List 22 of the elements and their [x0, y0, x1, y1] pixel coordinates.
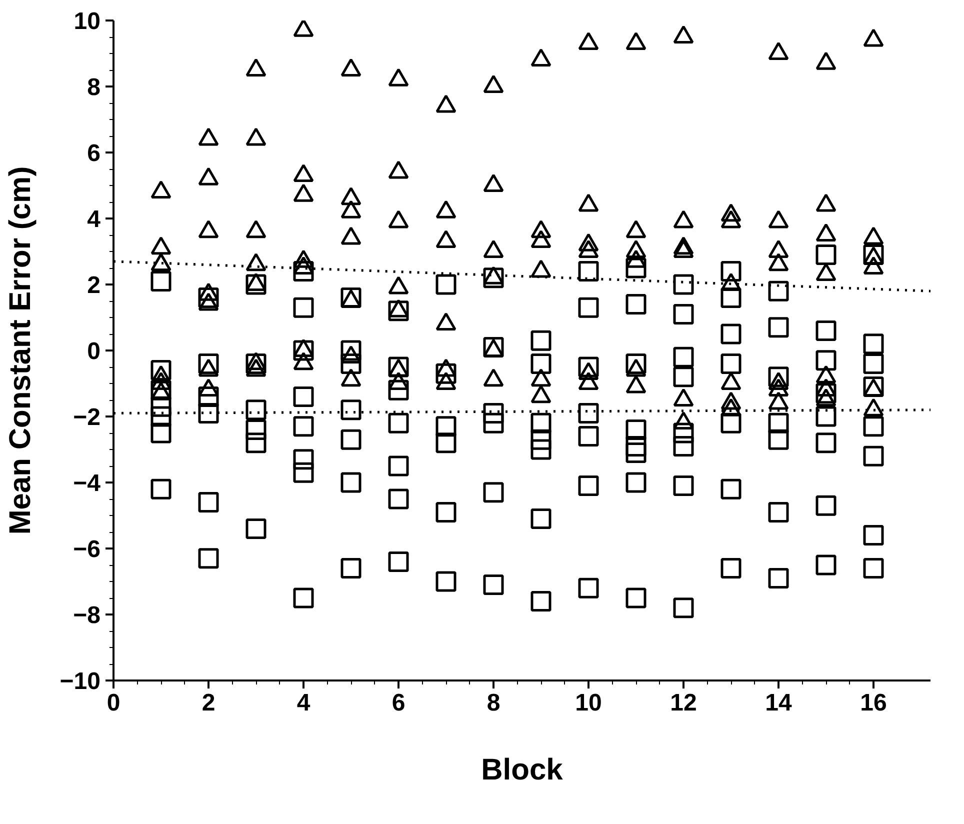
x-tick-label: 0	[106, 690, 120, 716]
x-tick-label: 14	[765, 690, 792, 716]
x-axis-title: Block	[481, 754, 564, 786]
x-tick-label: 4	[296, 690, 311, 716]
y-axis-title: Mean Constant Error (cm)	[4, 166, 37, 535]
x-tick-label: 6	[392, 690, 406, 716]
y-tick-label: −2	[73, 404, 101, 431]
y-tick-label: −8	[73, 602, 101, 629]
y-tick-label: 6	[87, 140, 101, 167]
y-tick-label: 8	[87, 74, 101, 101]
x-tick-label: 12	[670, 690, 697, 716]
y-tick-label: 0	[87, 338, 101, 365]
y-tick-label: −6	[73, 536, 101, 563]
y-tick-label: −4	[73, 470, 102, 497]
x-tick-label: 16	[860, 690, 887, 716]
y-tick-label: 4	[87, 206, 102, 233]
y-tick-label: 2	[87, 272, 101, 299]
x-tick-label: 8	[486, 690, 500, 716]
y-tick-label: −10	[60, 668, 101, 695]
y-tick-label: 10	[74, 8, 101, 35]
x-tick-label: 2	[202, 690, 216, 716]
x-tick-label: 10	[575, 690, 602, 716]
